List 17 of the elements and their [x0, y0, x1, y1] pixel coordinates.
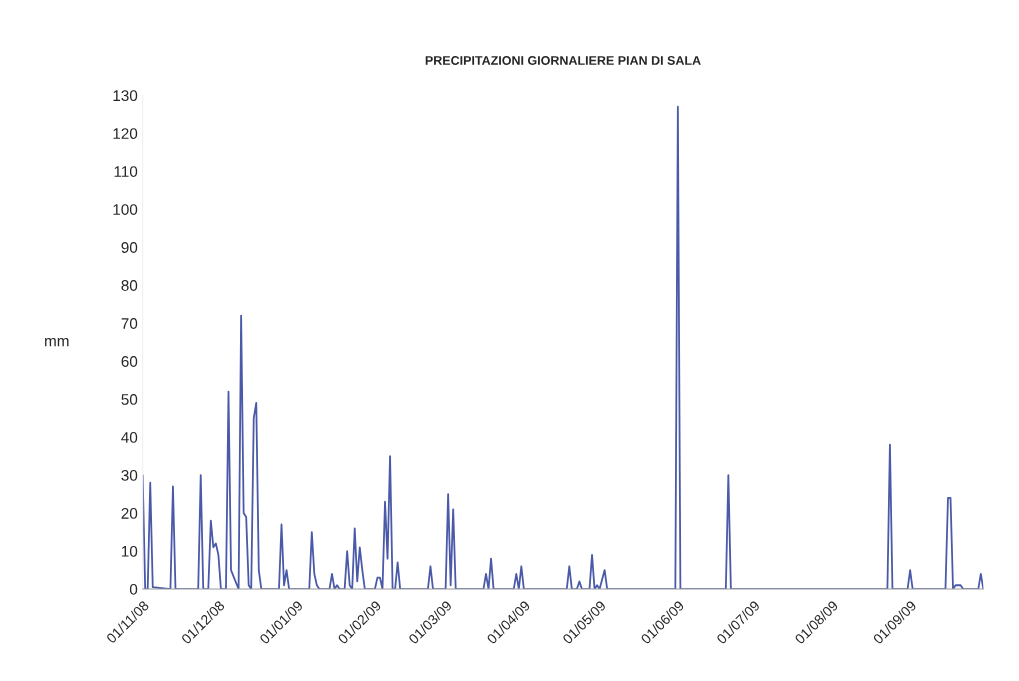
y-tick-label: 70: [121, 318, 138, 329]
chart-title: PRECIPITAZIONI GIORNALIERE PIAN DI SALA: [425, 56, 701, 65]
line-series: [142, 105, 984, 590]
y-tick-label: 110: [114, 166, 138, 177]
y-axis-title: mm: [45, 337, 69, 347]
y-tick-label: 10: [121, 545, 138, 557]
y-tick-label: 30: [121, 470, 138, 481]
y-tick-label: 20: [121, 507, 138, 519]
y-tick-label: 100: [113, 204, 138, 215]
y-tick-label: 40: [121, 432, 138, 443]
y-tick-label: 130: [113, 90, 138, 102]
y-tick-label: 120: [113, 128, 138, 140]
y-tick-label: 60: [121, 356, 138, 367]
y-tick-label: 0: [129, 583, 138, 595]
y-tick-label: 50: [121, 394, 138, 405]
y-tick-label: 80: [121, 280, 138, 291]
y-tick-label: 90: [121, 242, 138, 253]
